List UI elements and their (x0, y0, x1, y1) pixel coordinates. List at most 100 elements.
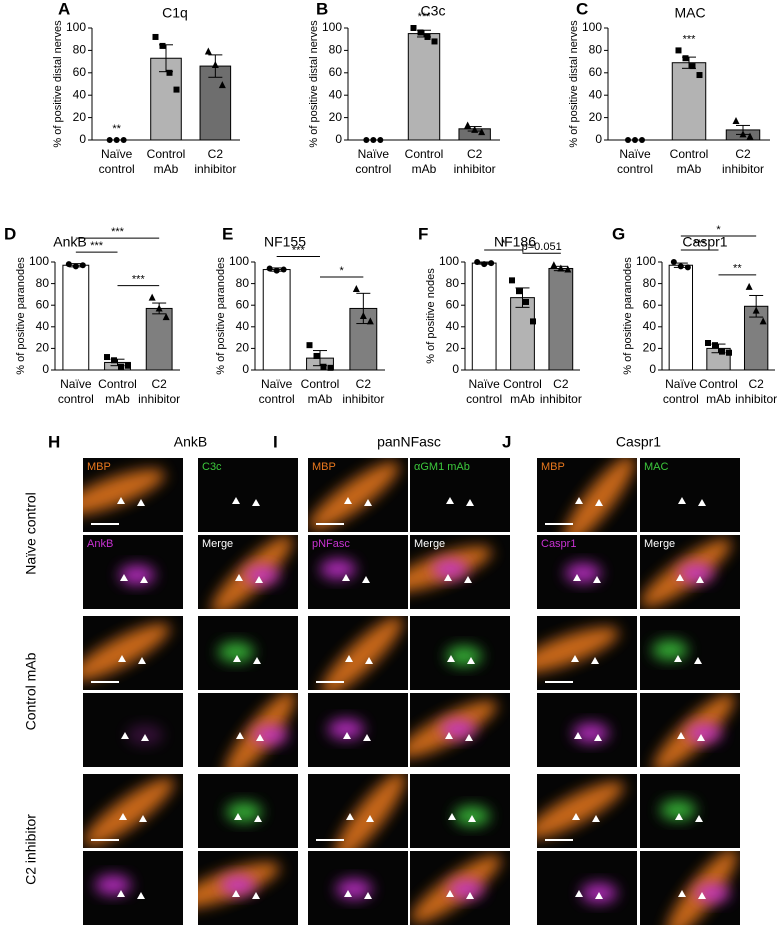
chart-title: AnkB (53, 234, 86, 250)
arrowhead (572, 813, 580, 820)
signal (244, 565, 280, 585)
significance: p=0.051 (522, 241, 562, 253)
data-point (152, 33, 159, 40)
panel-title: panNFasc (377, 434, 441, 450)
arrowhead (345, 655, 353, 662)
data-point (550, 261, 558, 269)
y-tick-label: 40 (446, 319, 460, 333)
panel-letter: A (58, 0, 70, 18)
micrograph (83, 616, 183, 690)
data-point (464, 121, 472, 129)
arrowhead (697, 734, 705, 741)
y-tick-label: 0 (42, 362, 49, 376)
x-tick-label: inhibitor (194, 162, 236, 176)
micrograph (308, 774, 408, 848)
data-point (327, 364, 334, 371)
y-tick-label: 40 (329, 87, 343, 101)
arrowhead (468, 815, 476, 822)
data-point (166, 69, 173, 76)
micrograph (410, 774, 510, 848)
arrowhead (696, 576, 704, 583)
data-point (509, 277, 515, 284)
micrograph (308, 458, 408, 532)
y-axis-label: % of positive nodes (425, 268, 437, 364)
micrograph (83, 458, 183, 532)
data-point (352, 285, 360, 292)
micrograph (198, 535, 298, 609)
x-tick-label: mAb (308, 392, 333, 406)
chart-title: NF186 (494, 234, 536, 250)
arrowhead (232, 890, 240, 897)
x-tick-label: C2 (735, 147, 751, 161)
data-point (474, 259, 481, 265)
signal (565, 563, 601, 583)
signal (226, 802, 262, 822)
arrowhead (255, 576, 263, 583)
arrowhead (447, 655, 455, 662)
arrowhead (343, 732, 351, 739)
significance: * (716, 224, 721, 236)
arrowhead (252, 499, 260, 506)
signal (252, 725, 288, 745)
arrowhead (117, 890, 125, 897)
chart-title: NF155 (264, 234, 306, 250)
arrowhead (678, 497, 686, 504)
data-point (155, 304, 163, 312)
data-point (113, 137, 120, 143)
signal (320, 559, 356, 579)
x-tick-label: C2 (467, 147, 483, 161)
data-point (111, 357, 117, 364)
signal (686, 723, 722, 743)
arrowhead (346, 813, 354, 820)
significance: ** (112, 123, 121, 135)
arrowhead (254, 815, 262, 822)
arrowhead (678, 890, 686, 897)
x-tick-label: Control (147, 147, 186, 161)
x-tick-label: Naïve (60, 377, 92, 391)
arrowhead (444, 574, 452, 581)
data-point (159, 42, 166, 49)
x-tick-label: C2 (151, 377, 167, 391)
x-tick-label: C2 (553, 377, 569, 391)
channel-label: C3c (202, 461, 222, 473)
micrograph (198, 458, 298, 532)
y-tick-label: 0 (79, 132, 86, 146)
data-point (148, 293, 156, 301)
signal (537, 627, 619, 673)
panel-letter: E (222, 224, 233, 243)
micrograph (640, 693, 740, 767)
arrowhead (467, 657, 475, 664)
micrograph (308, 851, 408, 925)
data-point (732, 116, 740, 124)
data-point (431, 38, 438, 45)
micrograph (198, 693, 298, 767)
x-tick-label: inhibitor (722, 162, 764, 176)
micrograph (308, 693, 408, 767)
significance: ** (733, 263, 742, 275)
arrowhead (573, 574, 581, 581)
chart-title: Caspr1 (682, 234, 727, 250)
data-point (689, 63, 696, 70)
arrowhead (344, 890, 352, 897)
arrowhead (141, 734, 149, 741)
data-point (726, 349, 732, 356)
signal (336, 879, 372, 899)
arrowhead (698, 499, 706, 506)
channel-label: MBP (312, 461, 336, 473)
x-tick-label: control (663, 392, 699, 406)
y-axis-label: % of positive paranodes (215, 257, 227, 375)
arrowhead (364, 499, 372, 506)
arrowhead (253, 657, 261, 664)
data-point (363, 137, 370, 143)
data-point (79, 262, 86, 269)
data-point (104, 354, 110, 361)
y-axis-label: % of positive distal nerves (52, 20, 64, 148)
micrograph (83, 851, 183, 925)
y-tick-label: 60 (446, 297, 460, 311)
arrowhead (674, 655, 682, 662)
x-tick-label: mAb (706, 392, 731, 406)
significance: * (340, 265, 345, 277)
bar (407, 33, 441, 141)
significance: *** (132, 274, 146, 286)
